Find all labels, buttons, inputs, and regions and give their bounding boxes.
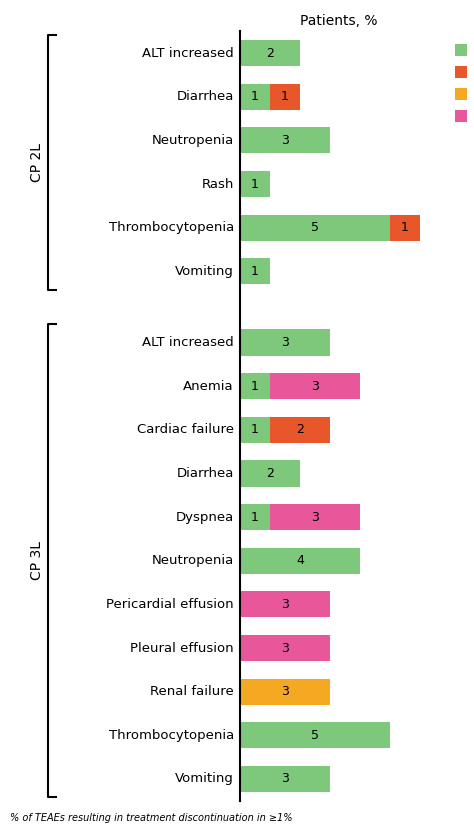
Text: Thrombocytopenia: Thrombocytopenia bbox=[109, 729, 234, 742]
Text: Vomiting: Vomiting bbox=[175, 772, 234, 786]
Text: 1: 1 bbox=[251, 177, 259, 191]
Text: 3: 3 bbox=[281, 134, 289, 147]
Text: 1: 1 bbox=[281, 90, 289, 103]
Text: 2: 2 bbox=[266, 467, 274, 480]
Text: 3: 3 bbox=[281, 336, 289, 349]
Text: 1: 1 bbox=[251, 423, 259, 436]
Bar bbox=[240, 416, 270, 443]
Text: Diarrhea: Diarrhea bbox=[177, 90, 234, 103]
Bar bbox=[455, 88, 467, 100]
Bar bbox=[240, 215, 390, 241]
Bar bbox=[455, 66, 467, 78]
Text: CP 2L: CP 2L bbox=[30, 142, 44, 182]
Text: 5: 5 bbox=[311, 729, 319, 742]
Bar bbox=[240, 635, 330, 661]
Text: Diarrhea: Diarrhea bbox=[177, 467, 234, 480]
Text: Pericardial effusion: Pericardial effusion bbox=[106, 598, 234, 611]
Text: 1: 1 bbox=[251, 90, 259, 103]
Text: 2: 2 bbox=[266, 47, 274, 60]
Text: 3: 3 bbox=[281, 641, 289, 655]
Text: Neutropenia: Neutropenia bbox=[152, 134, 234, 147]
Text: ALT increased: ALT increased bbox=[142, 47, 234, 60]
Bar bbox=[240, 329, 330, 356]
Bar bbox=[240, 547, 360, 574]
Text: Anemia: Anemia bbox=[183, 380, 234, 392]
Text: Cardiac failure: Cardiac failure bbox=[137, 423, 234, 436]
Text: Renal failure: Renal failure bbox=[150, 686, 234, 698]
Bar bbox=[240, 83, 270, 110]
Text: 3: 3 bbox=[311, 380, 319, 392]
Text: Vomiting: Vomiting bbox=[175, 265, 234, 278]
Bar bbox=[240, 258, 270, 284]
Bar bbox=[240, 40, 300, 66]
Bar bbox=[270, 504, 360, 530]
Text: 3: 3 bbox=[281, 686, 289, 698]
Bar bbox=[270, 416, 330, 443]
Text: 5: 5 bbox=[311, 222, 319, 234]
Bar bbox=[240, 373, 270, 399]
Text: 1: 1 bbox=[251, 265, 259, 278]
Text: ALT increased: ALT increased bbox=[142, 336, 234, 349]
Text: CP 3L: CP 3L bbox=[30, 541, 44, 581]
Text: 3: 3 bbox=[311, 511, 319, 524]
Text: % of TEAEs resulting in treatment discontinuation in ≥1%: % of TEAEs resulting in treatment discon… bbox=[10, 813, 292, 823]
Text: Thrombocytopenia: Thrombocytopenia bbox=[109, 222, 234, 234]
Bar bbox=[455, 44, 467, 56]
Text: 1: 1 bbox=[251, 380, 259, 392]
Text: 1: 1 bbox=[401, 222, 409, 234]
Text: Dyspnea: Dyspnea bbox=[176, 511, 234, 524]
Text: 4: 4 bbox=[296, 554, 304, 567]
Text: 1: 1 bbox=[251, 511, 259, 524]
Bar bbox=[390, 215, 420, 241]
Bar bbox=[240, 766, 330, 792]
Bar bbox=[270, 83, 300, 110]
Bar bbox=[270, 373, 360, 399]
Bar bbox=[240, 504, 270, 530]
Text: Rash: Rash bbox=[201, 177, 234, 191]
Bar bbox=[240, 127, 330, 153]
Bar bbox=[240, 722, 390, 748]
Bar bbox=[240, 171, 270, 197]
Text: 3: 3 bbox=[281, 772, 289, 786]
Text: 3: 3 bbox=[281, 598, 289, 611]
Text: 2: 2 bbox=[296, 423, 304, 436]
Bar bbox=[240, 591, 330, 617]
Bar bbox=[240, 679, 330, 705]
Bar bbox=[240, 461, 300, 486]
Text: Neutropenia: Neutropenia bbox=[152, 554, 234, 567]
Text: Pleural effusion: Pleural effusion bbox=[130, 641, 234, 655]
Bar bbox=[455, 110, 467, 122]
Text: Patients, %: Patients, % bbox=[300, 14, 377, 28]
